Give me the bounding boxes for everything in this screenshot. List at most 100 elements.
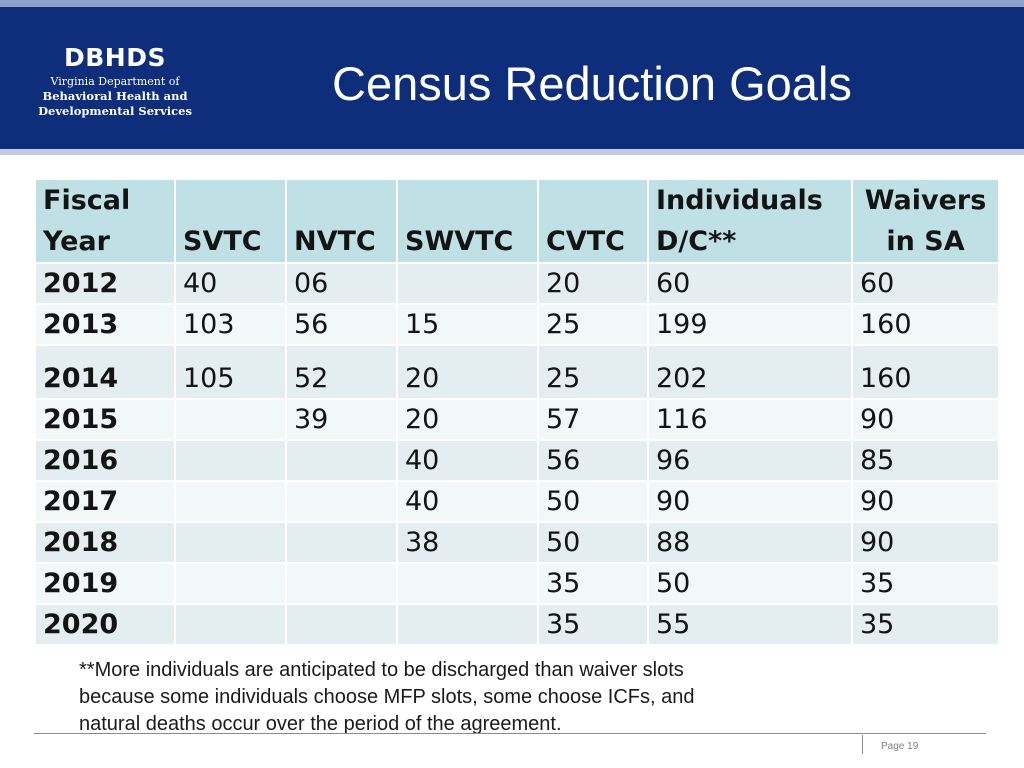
fiscal-year-cell: 2020 [34,603,176,646]
footnote-line3: natural deaths occur over the period of … [79,713,562,735]
column-header-line: SWVTC [405,226,514,257]
fiscal-year-cell: 2012 [34,262,176,305]
table-cell: 88 [647,521,853,564]
table-cell: 20 [396,398,539,441]
table-row: 2013 103 56 15 25 199 160 [34,303,1000,346]
table-cell [285,521,398,564]
table-cell [285,603,398,646]
table-row: 2018 38 50 88 90 [34,521,1000,564]
table-cell: 199 [647,303,853,346]
table-row: 2019 35 50 35 [34,562,1000,605]
table-cell: 35 [851,562,1000,605]
fiscal-year-cell: 2018 [34,521,176,564]
table-cell: 96 [647,439,853,482]
table-cell [285,439,398,482]
table-cell: 50 [537,480,649,523]
table-cell: 50 [537,521,649,564]
column-header-cvtc: CVTC [537,178,649,264]
table-header-row: Fiscal Year SVTC NVTC SWVTC CVTC Individua… [34,178,1000,264]
dbhds-logo: DBHDS Virginia Department of Behavioral … [30,43,200,119]
table-cell: 85 [851,439,1000,482]
table-cell: 40 [396,480,539,523]
column-header-individuals-dc: Individuals D/C** [647,178,853,264]
table-cell: 25 [537,303,649,346]
column-header-line [546,181,646,221]
table-cell: 40 [396,439,539,482]
table-cell [396,262,539,305]
table-cell: 15 [396,303,539,346]
logo-name: DBHDS [64,43,166,72]
table-row: 2015 39 20 57 116 90 [34,398,1000,441]
table-row: 2017 40 50 90 90 [34,480,1000,523]
table-cell [396,562,539,605]
footer-divider [34,733,986,734]
column-header-line: in SA [886,226,965,257]
table-cell [174,603,287,646]
fiscal-year-cell: 2015 [34,398,176,441]
table-cell: 90 [851,480,1000,523]
table-row: 2020 35 55 35 [34,603,1000,646]
column-header-waivers-in-sa: Waivers in SA [851,178,1000,264]
column-header-line: Year [43,226,110,257]
table-cell: 52 [285,344,398,400]
table-cell: 55 [647,603,853,646]
column-header-line: D/C** [656,226,737,257]
column-header-fiscal-year: Fiscal Year [34,178,176,264]
fiscal-year-cell: 2016 [34,439,176,482]
table-cell: 160 [851,303,1000,346]
column-header-nvtc: NVTC [285,178,398,264]
table-row: 2014 105 52 20 25 202 160 [34,344,1000,400]
column-header-line: Individuals [656,185,823,216]
table-cell [174,480,287,523]
slide-header: DBHDS Virginia Department of Behavioral … [0,7,1024,155]
table-cell: 20 [396,344,539,400]
table-cell: 06 [285,262,398,305]
footnote: **More individuals are anticipated to be… [79,657,839,738]
column-header-line [183,181,284,221]
fiscal-year-cell: 2013 [34,303,176,346]
table-cell: 160 [851,344,1000,400]
table-cell: 57 [537,398,649,441]
column-header-line: SVTC [183,226,262,257]
table-cell [174,398,287,441]
table-cell: 105 [174,344,287,400]
table-cell: 25 [537,344,649,400]
fiscal-year-cell: 2019 [34,562,176,605]
table-cell [174,439,287,482]
page-number: Page 19 [881,741,919,752]
fiscal-year-cell: 2014 [34,344,176,400]
table-cell [174,562,287,605]
column-header-line [294,181,395,221]
table-cell: 35 [537,562,649,605]
table-cell: 90 [851,398,1000,441]
fiscal-year-cell: 2017 [34,480,176,523]
table-cell: 39 [285,398,398,441]
table-cell [285,562,398,605]
table-cell: 90 [647,480,853,523]
column-header-line: Waivers [864,185,987,216]
table-cell: 40 [174,262,287,305]
table-body: 2012 40 06 20 60 60 2013 103 56 15 25 199 160 2014 105… [34,262,1000,646]
table-row: 2012 40 06 20 60 60 [34,262,1000,305]
logo-subtitle-line1: Virginia Department of [50,75,180,88]
table-cell: 35 [851,603,1000,646]
table-cell: 103 [174,303,287,346]
table-cell: 56 [285,303,398,346]
logo-subtitle-line2: Behavioral Health and [42,89,188,103]
table-cell: 90 [851,521,1000,564]
logo-subtitle-line3: Developmental Services [38,104,192,118]
table-cell: 50 [647,562,853,605]
footnote-line1: **More individuals are anticipated to be… [79,659,684,681]
footnote-line2: because some individuals choose MFP slot… [79,686,695,708]
table-row: 2016 40 56 96 85 [34,439,1000,482]
table-cell: 60 [851,262,1000,305]
table-cell [285,480,398,523]
footer-separator [862,735,863,754]
column-header-line [405,181,536,221]
table-cell [174,521,287,564]
table-cell: 202 [647,344,853,400]
census-reduction-table: Fiscal Year SVTC NVTC SWVTC CVTC Individua… [34,178,1000,646]
column-header-line: NVTC [294,226,376,257]
column-header-svtc: SVTC [174,178,287,264]
table-cell: 35 [537,603,649,646]
